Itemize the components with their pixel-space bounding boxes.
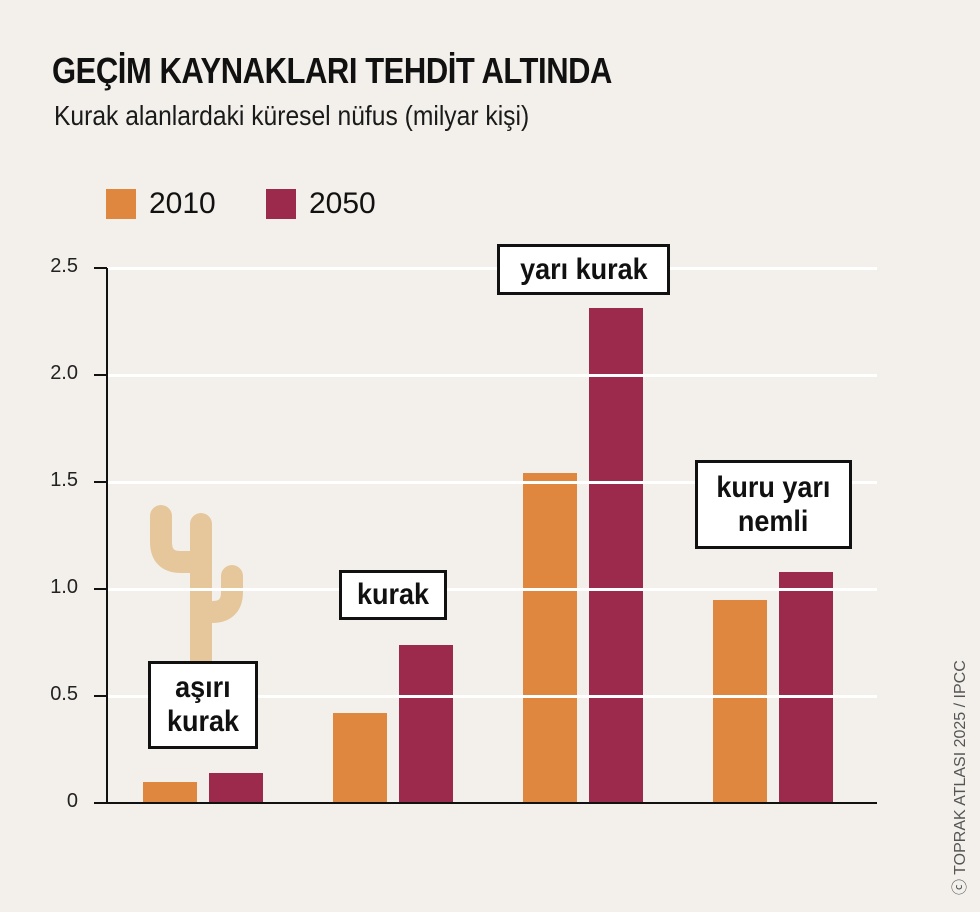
legend-swatch-2050: [266, 189, 296, 219]
category-label-line: kurak: [166, 705, 240, 738]
gridline: [107, 267, 877, 270]
category-label-line: yarı kurak: [519, 252, 648, 286]
ytick-mark: [94, 588, 107, 590]
legend-label-2010: 2010: [149, 187, 216, 220]
ytick-mark: [94, 267, 107, 269]
ytick-mark: [94, 695, 107, 697]
bar-kuru-yari-nemli-2050: [779, 572, 833, 803]
ytick-label-2-0: 2.0: [50, 362, 78, 384]
legend-item-2010: 2010: [106, 187, 216, 221]
x-axis: [106, 802, 877, 804]
ytick-label-2-5: 2.5: [50, 255, 78, 277]
category-label-kurak: kurak: [339, 570, 447, 620]
bar-asiri-kurak-2050: [209, 773, 263, 803]
category-label-asiri-kurak: aşırı kurak: [148, 661, 258, 749]
category-label-kuru-yari-nemli: kuru yarı nemli: [695, 460, 852, 549]
legend-item-2050: 2050: [266, 187, 376, 221]
ytick-mark: [94, 802, 107, 804]
y-axis: [106, 268, 108, 804]
gridline: [107, 374, 877, 377]
chart-title: GEÇİM KAYNAKLARI TEHDİT ALTINDA: [52, 50, 612, 91]
chart-subtitle: Kurak alanlardaki küresel nüfus (milyar …: [54, 100, 530, 131]
cactus-icon: [150, 505, 243, 670]
source-credit: ⓒ TOPRAK ATLASI 2025 / IPCC: [952, 660, 969, 895]
ytick-label-0: 0: [66, 790, 78, 812]
category-label-line: aşırı: [175, 671, 231, 704]
bar-asiri-kurak-2010: [143, 782, 197, 803]
ytick-label-1-5: 1.5: [50, 469, 78, 491]
bar-yari-kurak-2010: [523, 473, 577, 803]
bar-kurak-2010: [333, 713, 387, 803]
bar-kuru-yari-nemli-2010: [713, 600, 767, 803]
category-label-line: kurak: [356, 578, 430, 611]
ytick-label-1-0: 1.0: [50, 576, 78, 598]
gridline: [107, 588, 877, 591]
category-label-yari-kurak: yarı kurak: [497, 244, 670, 295]
gridline: [107, 481, 877, 484]
gridline: [107, 695, 877, 698]
ytick-mark: [94, 481, 107, 483]
bar-yari-kurak-2050: [589, 308, 643, 803]
ytick-mark: [94, 374, 107, 376]
ytick-label-0-5: 0.5: [50, 683, 78, 705]
category-label-line: kuru yarı: [716, 470, 831, 504]
bar-kurak-2050: [399, 645, 453, 803]
category-label-line: nemli: [738, 504, 809, 538]
legend-label-2050: 2050: [309, 187, 376, 220]
legend-swatch-2010: [106, 189, 136, 219]
